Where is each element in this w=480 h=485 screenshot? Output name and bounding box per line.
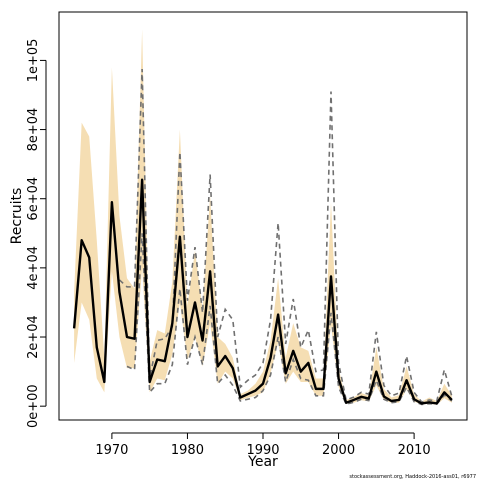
y-tick-label: 4e+04 <box>26 246 41 290</box>
y-tick-label: 8e+04 <box>26 108 41 152</box>
estimate-line-layer <box>72 178 453 405</box>
confidence-band-layer <box>74 29 452 405</box>
plot-frame <box>58 11 468 421</box>
dashed-upper-line <box>118 69 453 403</box>
dashed-lower-line <box>126 233 453 406</box>
axes-layer: 1970 1980 1990 2000 2010 0e+00 2e+04 4e+04 6e+04… <box>26 11 468 458</box>
x-tick-label: 1970 <box>95 443 128 458</box>
confidence-band <box>74 29 452 405</box>
x-tick-label: 2000 <box>322 443 355 458</box>
x-tick-label: 2010 <box>398 443 431 458</box>
y-axis-title: Recruits <box>9 188 25 245</box>
x-tick-label: 1980 <box>171 443 204 458</box>
x-axis-title: Year <box>247 454 278 470</box>
y-tick-label: 0e+00 <box>26 384 41 428</box>
y-tick-label: 6e+04 <box>26 177 41 221</box>
y-tick-label: 2e+04 <box>26 315 41 359</box>
source-footnote: stockassessment.org, Haddock-2016-ass01,… <box>349 474 476 480</box>
y-tick-label: 1e+05 <box>26 39 41 83</box>
dashed-lines-layer <box>118 69 453 406</box>
recruits-estimate-line <box>72 178 453 405</box>
x-tick-label: 1990 <box>246 443 279 458</box>
